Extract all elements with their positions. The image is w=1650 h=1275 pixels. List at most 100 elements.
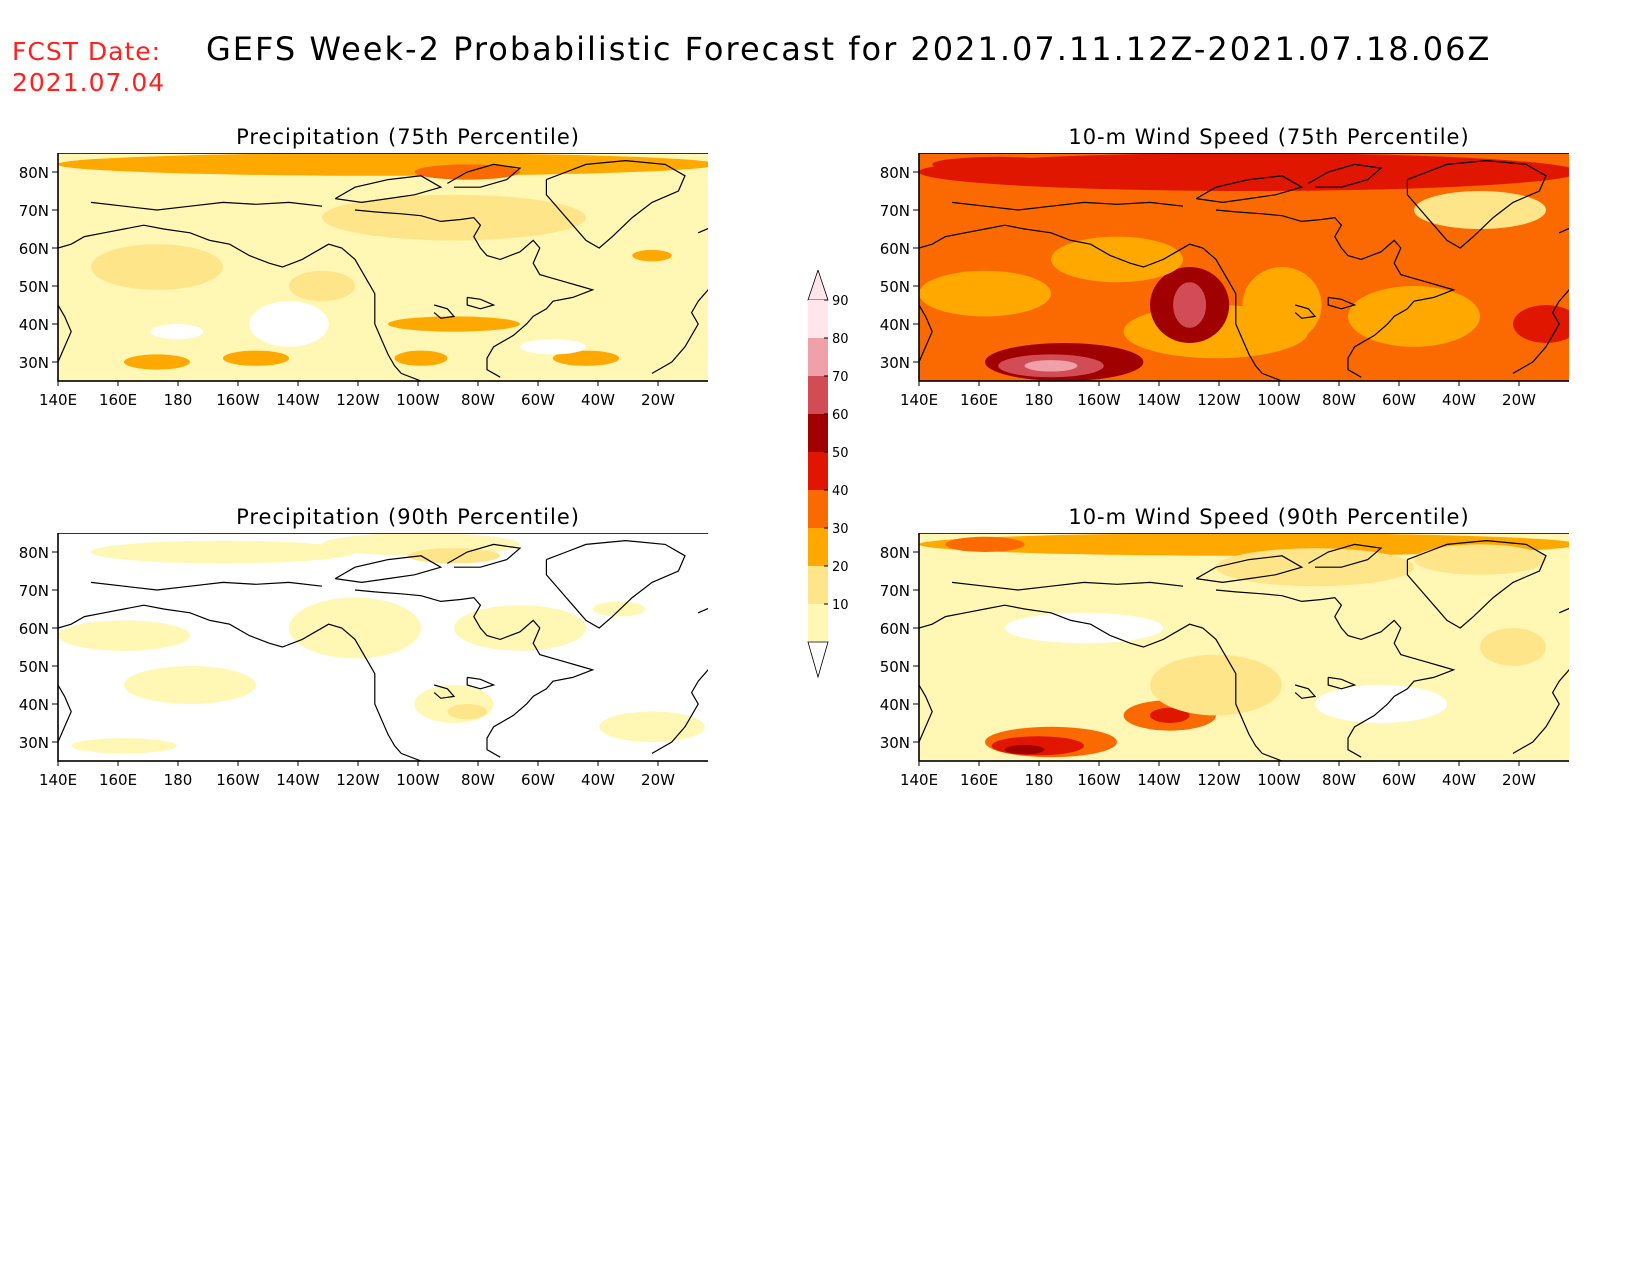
coastline xyxy=(919,684,933,743)
coastline xyxy=(1327,676,1357,690)
probability-contour xyxy=(1513,305,1569,343)
lon-label: 180 xyxy=(1025,771,1054,789)
lon-label: 40W xyxy=(1442,391,1476,409)
probability-contour xyxy=(1004,612,1164,644)
lon-label: 120W xyxy=(336,391,380,409)
map-body: 80N 70N 60N 50N 40N 30N 140E 160E 180 160W 140W 120… xyxy=(19,153,708,409)
coastline xyxy=(354,589,595,758)
lat-label: 50N xyxy=(19,658,49,676)
colorbar-swatch xyxy=(808,414,828,452)
coastline xyxy=(651,669,708,754)
colorbar-swatch xyxy=(808,300,828,338)
map-body: 80N 70N 60N 50N 40N 30N 140E 160E 180 160W 140W 120… xyxy=(880,533,1569,789)
lat-label: 80N xyxy=(880,544,910,562)
lon-label: 120W xyxy=(1197,391,1241,409)
probability-contour xyxy=(1348,286,1480,347)
lat-label: 60N xyxy=(880,620,910,638)
lat-label: 50N xyxy=(880,278,910,296)
coastline xyxy=(466,676,496,690)
probability-contour xyxy=(124,354,190,370)
panel-title: 10-m Wind Speed (90th Percentile) xyxy=(1068,505,1470,529)
coastline xyxy=(1558,227,1569,234)
coastline xyxy=(90,201,323,211)
lon-label: 160E xyxy=(960,391,998,409)
map-frame xyxy=(918,153,1569,382)
precip-75-map: 80N 70N 60N 50N 40N 30N 140E 160E 180 160W 140W 120… xyxy=(19,153,708,409)
probability-contour xyxy=(223,350,289,366)
coastline xyxy=(1406,159,1547,249)
colorbar-label: 30 xyxy=(832,522,849,537)
map-frame xyxy=(57,533,708,762)
probability-contour xyxy=(1315,685,1447,723)
coastline xyxy=(919,224,1283,381)
lon-label: 60W xyxy=(521,391,555,409)
coastline xyxy=(1308,163,1383,188)
colorbar-label: 40 xyxy=(832,484,849,499)
lon-label: 180 xyxy=(164,391,193,409)
map-frame xyxy=(57,153,708,382)
colorbar-swatch xyxy=(808,604,828,642)
lon-label: 20W xyxy=(641,771,675,789)
probability-contour xyxy=(71,738,177,754)
colorbar-swatch xyxy=(808,566,828,604)
probability-contour xyxy=(919,270,1051,317)
probability-contour xyxy=(919,153,1569,191)
coastline xyxy=(90,581,323,591)
panel-title: Precipitation (90th Percentile) xyxy=(236,505,580,529)
lon-label: 160W xyxy=(216,771,260,789)
coastline xyxy=(58,304,72,363)
lon-label: 140W xyxy=(1137,391,1181,409)
lon-label: 140E xyxy=(39,391,77,409)
probability-contour xyxy=(945,536,1025,552)
probability-contour xyxy=(520,339,586,355)
lat-label: 30N xyxy=(19,354,49,372)
lon-label: 140E xyxy=(900,391,938,409)
coastline xyxy=(433,684,456,699)
coastline xyxy=(466,296,496,310)
lon-label: 20W xyxy=(641,391,675,409)
lon-label: 180 xyxy=(164,771,193,789)
coastline xyxy=(1294,684,1317,699)
probability-contour xyxy=(932,156,1065,172)
colorbar-swatch xyxy=(808,528,828,566)
probability-contour xyxy=(632,249,672,262)
coastline xyxy=(58,224,422,381)
lon-label: 140E xyxy=(39,771,77,789)
coastline xyxy=(447,163,522,188)
lat-label: 80N xyxy=(19,164,49,182)
lat-label: 70N xyxy=(880,582,910,600)
colorbar-label: 80 xyxy=(832,332,849,347)
lon-label: 20W xyxy=(1502,771,1536,789)
colorbar-label: 20 xyxy=(832,560,849,575)
coastline xyxy=(334,555,443,584)
map-body: 80N 70N 60N 50N 40N 30N 140E 160E 180 160W 140W 120… xyxy=(880,153,1569,409)
coastline xyxy=(58,604,422,761)
colorbar-swatch xyxy=(808,338,828,376)
probability-contour xyxy=(91,244,223,290)
colorbar-label: 60 xyxy=(832,408,849,423)
coastline xyxy=(354,209,595,378)
lon-label: 120W xyxy=(336,771,380,789)
lon-label: 100W xyxy=(1257,771,1301,789)
probability-contour xyxy=(599,711,705,742)
colorbar-top-arrow xyxy=(807,270,829,301)
coastline xyxy=(919,304,933,363)
probability-contour xyxy=(919,533,1569,556)
lon-label: 60W xyxy=(521,771,555,789)
fcst-date-block: FCST Date: 2021.07.04 xyxy=(12,36,165,98)
colorbar-label: 10 xyxy=(832,598,849,613)
lon-label: 160E xyxy=(960,771,998,789)
lat-label: 50N xyxy=(880,658,910,676)
coastline xyxy=(1294,304,1317,319)
coastline xyxy=(545,159,686,249)
lon-label: 140W xyxy=(276,391,320,409)
probability-contour xyxy=(1414,544,1546,575)
probability-contour xyxy=(150,324,204,340)
lat-label: 50N xyxy=(19,278,49,296)
lon-label: 140E xyxy=(900,771,938,789)
probability-contour xyxy=(124,666,256,704)
wind-75-map: 80N 70N 60N 50N 40N 30N 140E 160E 180 160W 140W 120… xyxy=(880,153,1569,409)
colorbar-label: 90 xyxy=(832,294,849,309)
probability-contour xyxy=(289,597,421,659)
probability-contour xyxy=(289,270,355,302)
